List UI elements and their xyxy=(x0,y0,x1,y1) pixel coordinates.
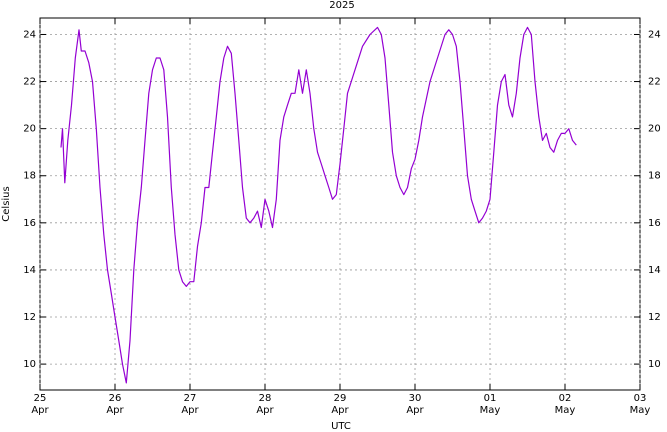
y2-tick-label: 22 xyxy=(648,77,661,88)
x-tick-label: 03 May xyxy=(630,393,651,416)
data-line xyxy=(60,26,577,384)
y2-tick-label: 12 xyxy=(648,312,661,323)
y-tick-label: 18 xyxy=(23,171,36,182)
y2-tick-label: 18 xyxy=(648,171,661,182)
x-axis-label: UTC xyxy=(331,421,351,432)
x-tick-label: 29 Apr xyxy=(331,393,349,416)
x-tick-label: 28 Apr xyxy=(256,393,274,416)
y-tick-label: 16 xyxy=(23,218,36,229)
y2-tick-label: 14 xyxy=(648,265,661,276)
y2-tick-label: 10 xyxy=(648,359,661,370)
y2-tick-label: 24 xyxy=(648,29,661,40)
x-tick-label: 02 May xyxy=(555,393,576,416)
chart-title: 2025 xyxy=(329,0,354,11)
y-tick-label: 20 xyxy=(23,124,36,135)
y-axis-label: Celsius xyxy=(1,186,12,221)
y-tick-label: 22 xyxy=(23,77,36,88)
y-tick-label: 10 xyxy=(23,359,36,370)
x-tick-label: 25 Apr xyxy=(31,393,49,416)
y2-tick-label: 20 xyxy=(648,124,661,135)
y-tick-label: 14 xyxy=(23,265,36,276)
y2-tick-label: 16 xyxy=(648,218,661,229)
y-tick-label: 24 xyxy=(23,29,36,40)
x-tick-label: 30 Apr xyxy=(406,393,424,416)
x-tick-label: 26 Apr xyxy=(106,393,124,416)
x-tick-label: 27 Apr xyxy=(181,393,199,416)
y-tick-label: 12 xyxy=(23,312,36,323)
x-tick-label: 01 May xyxy=(480,393,501,416)
